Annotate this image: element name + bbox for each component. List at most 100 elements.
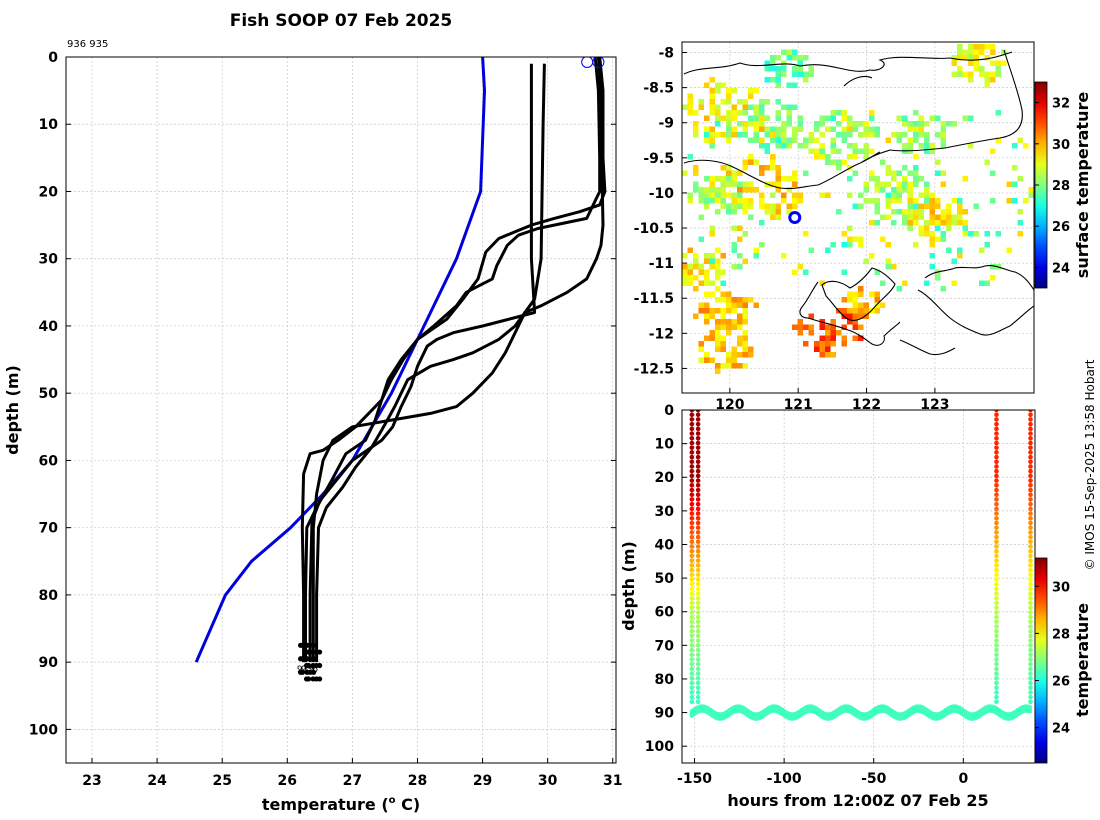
- section-cast-dot: [1028, 628, 1033, 634]
- section-cast-dot: [994, 558, 999, 563]
- sst-pixel: [742, 319, 748, 325]
- sst-pixel: [715, 187, 721, 193]
- sst-pixel-scatter: [753, 247, 759, 253]
- sst-pixel: [929, 214, 935, 220]
- sst-pixel: [929, 220, 935, 226]
- section-cast-dot: [994, 445, 999, 450]
- sst-pixel-scatter: [973, 203, 979, 209]
- section-cast-dot: [1028, 464, 1033, 469]
- section-cast-dot: [689, 426, 695, 432]
- sst-pixel: [720, 324, 726, 330]
- section-cast-dot: [994, 628, 999, 634]
- sst-pixel: [880, 214, 886, 220]
- sst-pixel: [786, 82, 792, 88]
- section-cast-dot: [1028, 468, 1033, 474]
- section-cast-dot: [1028, 534, 1033, 540]
- section-cast-dot: [695, 694, 701, 700]
- section-cast-dot: [994, 487, 999, 493]
- section-cast-dot: [994, 450, 999, 455]
- sst-pixel-scatter: [940, 286, 946, 292]
- sst-pixel: [863, 308, 869, 314]
- profile-bottom-dot: [313, 676, 319, 682]
- section-cast-dot: [994, 478, 999, 483]
- sst-pixel-scatter: [764, 148, 770, 154]
- section-cast-dot: [1028, 539, 1033, 545]
- sst-pixel: [792, 203, 798, 209]
- section-cast-dot: [994, 694, 999, 700]
- sst-pixel: [726, 93, 732, 99]
- sst-pixel: [858, 286, 864, 292]
- section-x-tick-label: 0: [958, 771, 968, 787]
- section-cast-dot: [1028, 572, 1033, 578]
- sst-pixel: [709, 313, 715, 319]
- sst-pixel-scatter: [770, 192, 776, 198]
- section-cast-dot: [1028, 544, 1033, 549]
- section-cast-dot: [1028, 595, 1033, 601]
- section-cast-dot: [695, 421, 701, 427]
- section-cast-dot: [695, 690, 701, 695]
- sst-pixel: [786, 115, 792, 121]
- sst-pixel: [830, 335, 836, 341]
- sst-colorbar-tick-label: 30: [1052, 138, 1070, 153]
- section-cast-dot: [689, 643, 695, 648]
- sst-pixel: [731, 192, 737, 198]
- sst-pixel: [951, 214, 957, 220]
- coastline-islet: [843, 75, 873, 87]
- coastline-north-islands-2: [861, 49, 1023, 163]
- section-cast-dot: [1028, 426, 1033, 432]
- sst-pixel: [946, 225, 952, 231]
- sst-pixel: [924, 187, 930, 193]
- sst-pixel: [902, 181, 908, 187]
- sst-pixel-scatter: [808, 247, 814, 253]
- section-cast-dot: [695, 581, 701, 587]
- sst-pixel-scatter: [995, 137, 1001, 143]
- section-cast-dot: [695, 431, 701, 436]
- profile-y-tick-label: 90: [39, 655, 59, 671]
- map-y-tick-label: -10.5: [634, 221, 674, 237]
- sst-pixel: [731, 115, 737, 121]
- sst-pixel: [1001, 49, 1007, 55]
- section-y-tick-label: 60: [655, 605, 675, 621]
- section-cast-dot: [695, 619, 701, 625]
- section-cast-dot: [689, 671, 695, 676]
- sst-pixel: [682, 280, 688, 286]
- sst-pixel: [852, 335, 858, 341]
- sst-pixel: [709, 88, 715, 94]
- sst-pixel-scatter: [731, 225, 737, 231]
- section-cast-dot: [695, 577, 701, 582]
- sst-pixel: [885, 165, 891, 171]
- sst-pixel: [775, 143, 781, 149]
- sst-pixel: [748, 181, 754, 187]
- profile-id-annotation: 936 935: [67, 39, 108, 50]
- sst-pixel-scatter: [1028, 187, 1034, 193]
- sst-pixel: [797, 55, 803, 61]
- sst-pixel: [797, 115, 803, 121]
- sst-pixel: [825, 330, 831, 336]
- sst-pixel: [715, 264, 721, 270]
- sst-pixel-scatter: [957, 247, 963, 253]
- temp-colorbar-ticks: 24 26 28 30: [1035, 580, 1070, 737]
- section-cast-dot: [1028, 511, 1033, 516]
- section-cast-dot: [689, 435, 695, 441]
- sst-pixel: [737, 192, 743, 198]
- sst-pixel: [836, 132, 842, 138]
- section-cast-dot: [994, 581, 999, 587]
- sst-pixel: [957, 44, 963, 50]
- sst-pixel-scatter: [913, 126, 919, 132]
- sst-pixel: [957, 55, 963, 61]
- sst-pixel-scatter: [742, 181, 748, 187]
- sst-pixel: [825, 346, 831, 352]
- sst-colorbar-ticks: 24 26 28 30 32: [1035, 97, 1070, 276]
- sst-pixel: [715, 363, 721, 369]
- section-cast-dot: [689, 647, 695, 653]
- sst-pixel: [726, 324, 732, 330]
- sst-pixel: [698, 99, 704, 105]
- sst-pixel: [698, 269, 704, 275]
- map-x-tick-label: 122: [852, 397, 881, 413]
- sst-pixel-scatter: [973, 231, 979, 237]
- section-cast-dot: [994, 666, 999, 672]
- sst-pixel: [940, 209, 946, 215]
- sst-pixel: [693, 110, 699, 116]
